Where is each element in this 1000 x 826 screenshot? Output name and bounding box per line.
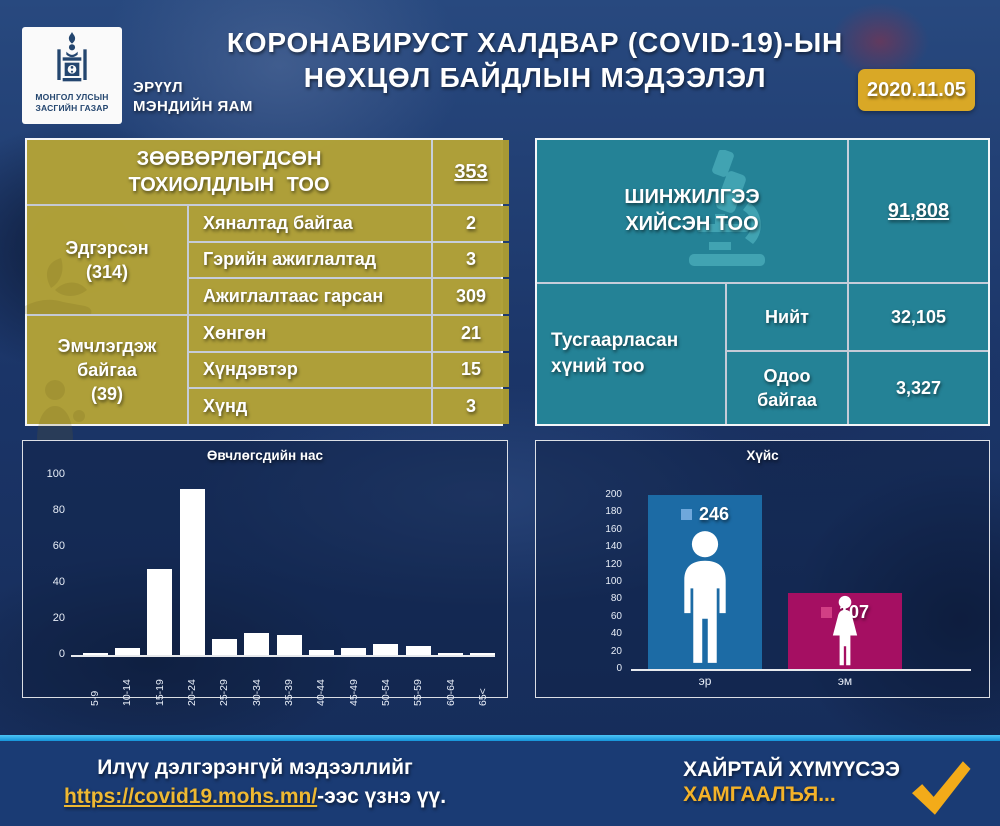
- footer-accent-stripe: [0, 735, 1000, 741]
- age-bar: [82, 653, 108, 655]
- age-bar: [341, 647, 367, 655]
- gender-ytick-label: 120: [605, 558, 622, 570]
- isolated-row-label: Нийт: [727, 284, 847, 350]
- gender-ytick-label: 20: [610, 645, 622, 657]
- cases-row-value: 3: [433, 389, 509, 424]
- age-ytick-label: 20: [52, 612, 65, 624]
- page-title: КОРОНАВИРУСТ ХАЛДВАР (COVID-19)-ЫН НӨХЦӨ…: [226, 27, 844, 93]
- gender-ytick-label: 160: [605, 523, 622, 535]
- cases-table: ЗӨӨВӨРЛӨГДСӨН ТОХИОЛДЛЫН ТОО 353 Эдгэрсэ…: [25, 138, 509, 440]
- age-category-label: 10-14: [121, 679, 134, 706]
- soyombo-icon: [57, 32, 87, 82]
- cases-row-value: 15: [433, 352, 509, 388]
- age-bar: [308, 649, 334, 655]
- cases-row-label: Хяналтад байгаа: [189, 206, 431, 241]
- cases-row-value: 2: [433, 206, 509, 241]
- cases-row-value: 21: [433, 316, 509, 351]
- age-category-label: 50-54: [379, 679, 392, 706]
- age-bar: [147, 568, 173, 655]
- age-category-label: 65<: [476, 688, 489, 706]
- cases-total: 353: [433, 140, 509, 204]
- age-category-label: 60-64: [444, 679, 457, 706]
- age-ytick-label: 80: [52, 504, 65, 516]
- female-category-label: эм: [837, 674, 853, 688]
- gender-ytick-label: 60: [610, 610, 622, 622]
- gender-ytick-label: 100: [605, 576, 622, 587]
- age-bar: [114, 647, 140, 655]
- age-bar: [405, 646, 431, 655]
- age-category-label: 5-9: [89, 690, 102, 706]
- isolated-row-label: Одоо байгаа: [727, 352, 847, 424]
- gender-ytick-label: 0: [616, 663, 622, 674]
- patient-icon: [37, 380, 85, 440]
- age-category-label: 25-29: [218, 679, 231, 706]
- male-legend-marker: [680, 509, 692, 520]
- gender-ytick-label: 140: [605, 541, 622, 553]
- male-icon: [648, 529, 762, 667]
- cases-row-value: 309: [433, 279, 509, 314]
- cases-row-label: Ажиглалтаас гарсан: [189, 279, 431, 314]
- age-category-label: 40-44: [315, 679, 328, 706]
- government-logo: МОНГОЛ УЛСЫН ЗАСГИЙН ГАЗАР: [22, 27, 122, 124]
- age-ytick-label: 0: [58, 648, 65, 660]
- isolated-row-value: 3,327: [849, 352, 988, 424]
- age-category-label: 30-34: [250, 679, 263, 706]
- gender-ytick-label: 80: [610, 593, 622, 605]
- age-bar: [470, 653, 496, 655]
- cases-table-header: ЗӨӨВӨРЛӨГДСӨН ТОХИОЛДЛЫН ТОО: [27, 140, 431, 204]
- check-icon: [908, 760, 972, 821]
- footer-info: Илүү дэлгэрэнгүй мэдээллийг https://covi…: [63, 756, 447, 808]
- female-icon: [788, 595, 902, 667]
- age-bar: [438, 653, 464, 655]
- age-bar: [244, 633, 270, 655]
- cases-row-label: Хүнд: [189, 389, 431, 424]
- cases-row-label: Хүндэвтэр: [189, 352, 431, 388]
- gender-chart-axis-line: [631, 669, 971, 671]
- age-category-label: 55-59: [412, 679, 425, 706]
- age-chart: Өвчлөгсдийн нас 0 20 40 60 80 100 5-9 10-14 15-1…: [22, 440, 508, 706]
- tests-table-header: ШИНЖИЛГЭЭ ХИЙСЭН ТОО: [537, 140, 847, 282]
- female-bar: 107: [788, 593, 902, 669]
- age-ytick-label: 100: [46, 468, 65, 480]
- male-value-label: 246: [648, 504, 762, 525]
- age-bar: [211, 638, 237, 655]
- gender-chart: Хүйс 0 20 40 60 80 100 120 140 160 180 200 246 107: [535, 440, 990, 698]
- gender-ytick-label: 180: [605, 506, 622, 518]
- gender-chart-title: Хүйс: [746, 448, 779, 463]
- male-category-label: эр: [698, 674, 712, 688]
- female-legend-marker: [820, 607, 832, 619]
- cases-row-label: Хөнгөн: [189, 316, 431, 351]
- age-category-label: 15-19: [153, 679, 166, 706]
- age-category-label: 35-39: [283, 679, 295, 706]
- cases-row-value: 3: [433, 242, 509, 278]
- ministry-name: ЭРҮҮЛ МЭНДИЙН ЯАМ: [133, 79, 253, 115]
- isolated-row-value: 32,105: [849, 284, 988, 350]
- age-bar: [373, 644, 399, 655]
- footer: Илүү дэлгэрэнгүй мэдээллийг https://covi…: [0, 735, 1000, 826]
- age-bar: [276, 635, 302, 655]
- tests-total: 91,808: [849, 140, 988, 282]
- tests-table: ШИНЖИЛГЭЭ ХИЙСЭН ТОО 91,808 Тусгаарласан…: [535, 138, 990, 426]
- male-bar: 246: [648, 495, 762, 669]
- age-category-label: 45-49: [347, 679, 360, 706]
- gender-ytick-label: 200: [605, 489, 622, 500]
- age-ytick-label: 60: [52, 540, 65, 552]
- microscope-icon: [689, 150, 765, 266]
- isolated-label: Тусгаарласан хүний тоо: [537, 284, 725, 424]
- age-category-label: 20-24: [186, 679, 199, 706]
- gov-label-line2: ЗАСГИЙН ГАЗАР: [35, 102, 109, 113]
- footer-slogan: ХАЙРТАЙ ХҮМҮҮСЭЭ ХАМГААЛЪЯ...: [683, 758, 900, 806]
- cases-row-label: Гэрийн ажиглалтад: [189, 242, 431, 278]
- age-ytick-label: 40: [52, 576, 65, 588]
- date-badge: 2020.11.05: [858, 69, 975, 111]
- covid-site-link[interactable]: https://covid19.mohs.mn/: [63, 785, 318, 808]
- age-bar: [179, 489, 205, 655]
- recovered-group-label: Эдгэрсэн (314): [25, 206, 187, 314]
- age-chart-axis-line: [71, 655, 495, 657]
- gender-ytick-label: 40: [610, 628, 622, 640]
- age-chart-title: Өвчлөгсдийн нас: [206, 448, 324, 463]
- gov-label-line1: МОНГОЛ УЛСЫН: [35, 92, 109, 102]
- treated-group-label: Эмчлэгдэж байгаа (39): [27, 316, 187, 440]
